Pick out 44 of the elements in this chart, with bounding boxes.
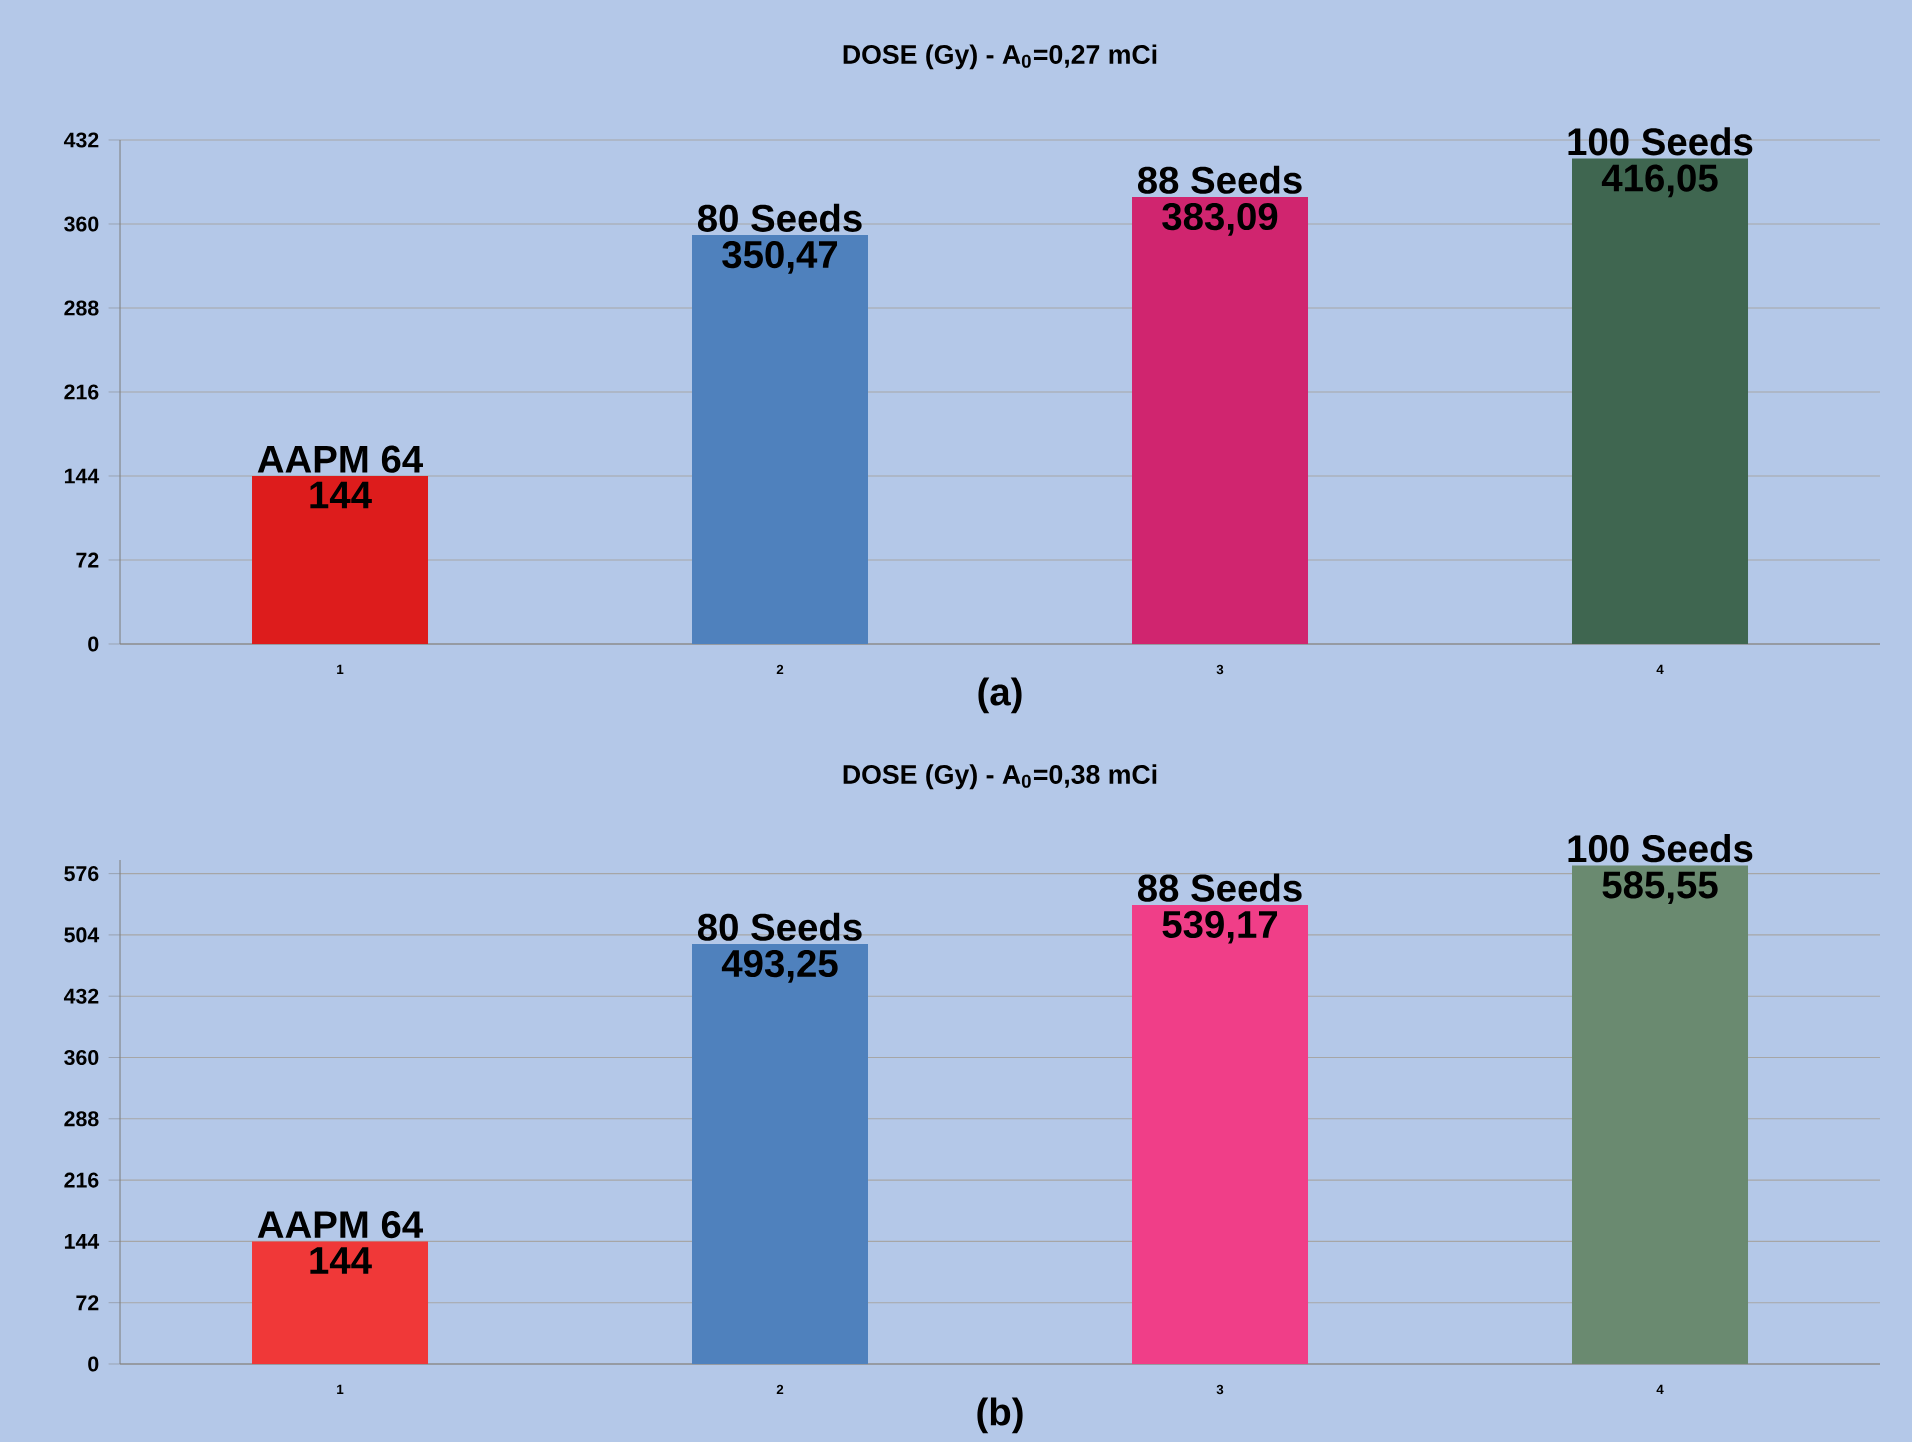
data-label: 539,17 (1162, 910, 1278, 944)
bar (1132, 196, 1309, 644)
y-tick-label: 144 (64, 468, 100, 484)
data-label: 144 (310, 1246, 372, 1274)
y-tick-label: 360 (64, 216, 99, 232)
text: (b) (977, 1397, 1023, 1433)
y-tick-label: 0 (88, 1356, 99, 1372)
y-tick-label: 216 (64, 1172, 99, 1188)
annotation: AAPM 64 (257, 445, 423, 473)
y-tick-label: 432 (63, 132, 99, 148)
bar (1572, 865, 1749, 1364)
bar (1132, 904, 1309, 1364)
bar (692, 234, 869, 644)
y-tick-label: 288 (64, 300, 99, 316)
data-label: 350,47 (722, 240, 838, 274)
y-tick-label: 360 (64, 1049, 99, 1065)
annotation: AAPM 64 (257, 1210, 423, 1238)
chart-title: DOSE (Gy) - A$_{0}$=0,38 mCi (843, 764, 1157, 789)
annotation: 80 Seeds (697, 203, 862, 232)
y-tick-label: 144 (64, 1233, 100, 1249)
annotation: 100 Seeds (1568, 126, 1753, 156)
y-tick-label: 216 (64, 384, 99, 400)
y-tick-label: 72 (76, 1294, 99, 1310)
bar (252, 1241, 429, 1364)
bar (252, 475, 429, 644)
data-label: 585,55 (1602, 871, 1718, 904)
y-tick-label: 504 (64, 927, 100, 943)
annotation: 88 Seeds (1137, 873, 1302, 902)
y-tick-label: 288 (64, 1110, 99, 1127)
data-label: 416,05 (1601, 164, 1718, 197)
text: (a) (978, 677, 1022, 713)
annotation: 88 Seeds (1137, 165, 1302, 194)
bar (692, 943, 869, 1364)
data-label: 383,09 (1162, 202, 1278, 236)
y-tick-label: 576 (64, 865, 99, 881)
chart-title: DOSE (Gy) - A$_{0}$=0,27 mCi (843, 44, 1157, 69)
y-tick-label: 0 (88, 636, 99, 652)
data-label: 493,25 (721, 949, 838, 983)
annotation: 80 Seeds (697, 912, 862, 941)
y-tick-label: 432 (63, 988, 99, 1004)
annotation: 100 Seeds (1568, 833, 1753, 862)
data-label: 144 (310, 481, 372, 508)
y-tick-label: 72 (76, 552, 99, 568)
bar (1572, 158, 1749, 644)
